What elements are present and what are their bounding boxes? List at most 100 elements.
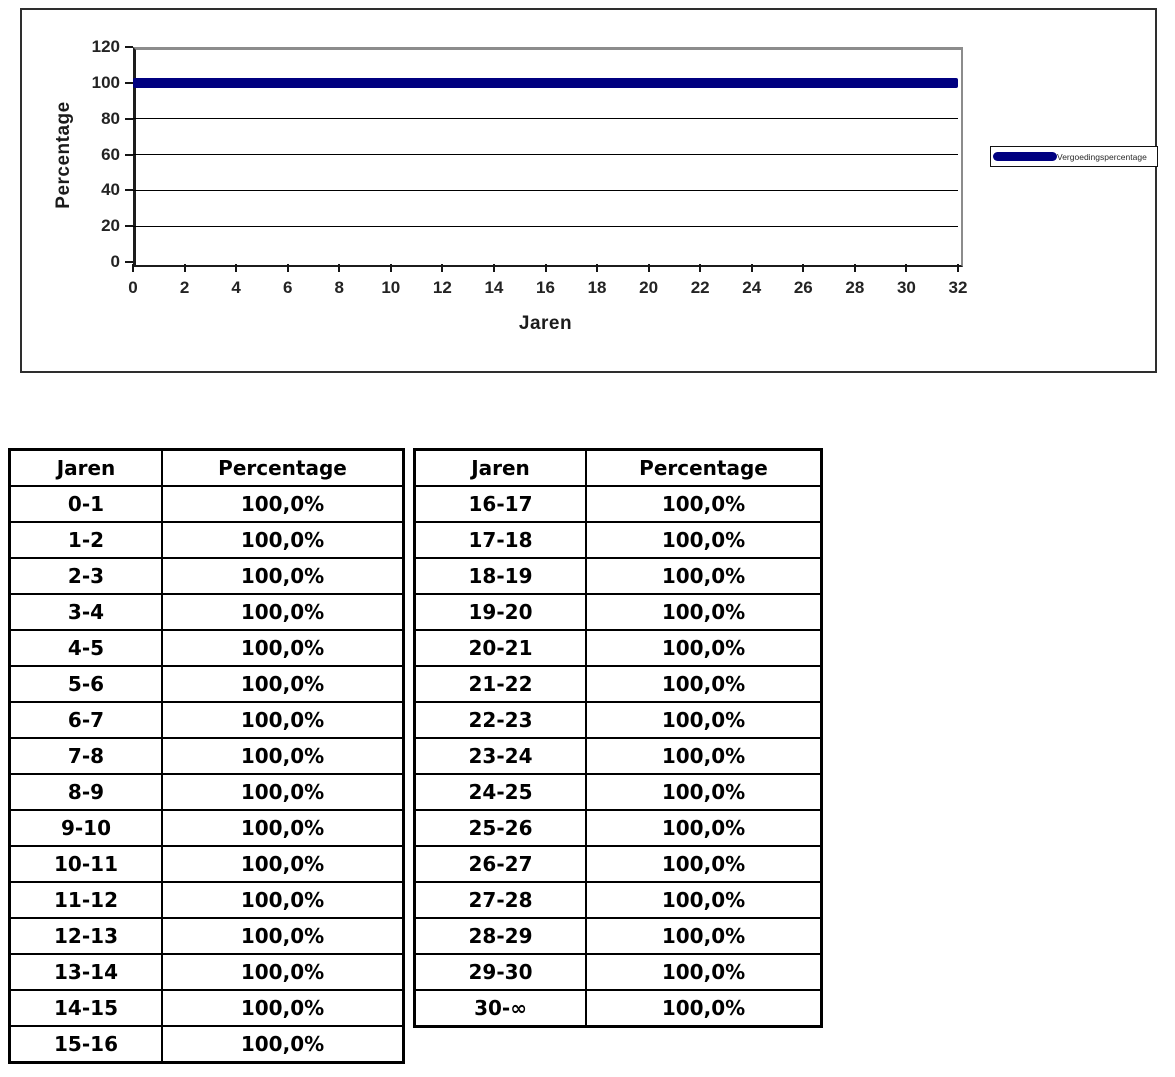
percentage-cell: 100,0% [161,737,405,775]
jaren-cell: 16-17 [413,485,587,523]
jaren-cell: 12-13 [8,917,163,955]
chart: Percentage Jaren Vergoedingspercentage 0… [0,0,1175,400]
table-row: 19-20 100,0% [413,593,823,631]
x-tick [441,264,444,272]
percentage-cell: 100,0% [161,557,405,595]
table-row: 24-25 100,0% [413,773,823,811]
jaren-cell: 30-∞ [413,989,587,1028]
jaren-cell: 2-3 [8,557,163,595]
percentage-cell: 100,0% [585,881,823,919]
jaren-cell: 7-8 [8,737,163,775]
jaren-cell: 6-7 [8,701,163,739]
percentage-cell: 100,0% [161,953,405,991]
table-row: 0-1 100,0% [8,485,405,523]
series-swatch-icon [993,152,1057,161]
y-tick-label: 120 [91,37,120,56]
x-tick-label: 16 [536,278,555,297]
jaren-cell: 8-9 [8,773,163,811]
percentage-cell: 100,0% [161,917,405,955]
y-tick [125,225,133,228]
jaren-cell: 9-10 [8,809,163,847]
jaren-cell: 17-18 [413,521,587,559]
percentage-cell: 100,0% [161,1025,405,1064]
y-tick [125,117,133,120]
table-header-row: Jaren Percentage [413,448,823,487]
y-tick-label: 0 [110,252,120,271]
table-row: 11-12 100,0% [8,881,405,919]
x-tick-label: 0 [128,278,138,297]
jaren-cell: 18-19 [413,557,587,595]
x-tick-label: 20 [639,278,659,297]
percentage-cell: 100,0% [585,845,823,883]
table-row: 16-17 100,0% [413,485,823,523]
column-header: Jaren [8,448,163,487]
x-tick-label: 30 [896,278,916,297]
percentage-cell: 100,0% [585,557,823,595]
series-line [133,77,958,88]
percentage-cell: 100,0% [161,881,405,919]
percentage-cell: 100,0% [161,593,405,631]
x-tick-label: 8 [334,278,344,297]
table-row: 9-10 100,0% [8,809,405,847]
x-axis-title: Jaren [518,313,573,334]
table-row: 10-11 100,0% [8,845,405,883]
table-row: 18-19 100,0% [413,557,823,595]
jaren-cell: 3-4 [8,593,163,631]
x-tick [544,264,547,272]
table-row: 2-3 100,0% [8,557,405,595]
jaren-cell: 25-26 [413,809,587,847]
x-tick [905,264,908,272]
jaren-cell: 22-23 [413,701,587,739]
percentage-cell: 100,0% [585,629,823,667]
x-tick [389,264,392,272]
column-header: Percentage [161,448,405,487]
x-tick [235,264,238,272]
x-tick-label: 26 [793,278,813,297]
table-row: 25-26 100,0% [413,809,823,847]
x-tick [596,264,599,272]
table-row: 1-2 100,0% [8,521,405,559]
percentage-cell: 100,0% [161,701,405,739]
table-row: 28-29 100,0% [413,917,823,955]
x-tick-label: 28 [845,278,865,297]
jaren-cell: 19-20 [413,593,587,631]
percentage-cell: 100,0% [161,989,405,1027]
x-tick [853,264,856,272]
x-tick [183,264,186,272]
y-tick [125,153,133,156]
percentage-cell: 100,0% [585,737,823,775]
y-tick [125,189,133,192]
percentage-cell: 100,0% [585,773,823,811]
table-row: 15-16 100,0% [8,1025,405,1064]
percentage-cell: 100,0% [161,773,405,811]
table-row: 26-27 100,0% [413,845,823,883]
table-row: 12-13 100,0% [8,917,405,955]
y-gridline [133,154,958,155]
x-tick [286,264,289,272]
y-tick-label: 20 [101,216,120,236]
y-tick [125,46,133,48]
y-tick-label: 40 [101,180,120,200]
percentage-cell: 100,0% [161,485,405,523]
jaren-cell: 26-27 [413,845,587,883]
percentage-cell: 100,0% [161,845,405,883]
jaren-cell: 11-12 [8,881,163,919]
x-tick [132,264,134,272]
percentage-cell: 100,0% [585,917,823,955]
percentage-cell: 100,0% [585,593,823,631]
y-tick-label: 80 [101,108,120,128]
table-row: 6-7 100,0% [8,701,405,739]
x-tick [957,264,959,272]
percentage-cell: 100,0% [161,629,405,667]
x-tick-label: 12 [432,278,452,297]
x-tick-label: 2 [179,278,190,297]
percentage-cell: 100,0% [161,665,405,703]
x-tick-label: 18 [587,278,607,297]
percentage-table-right: Jaren Percentage 16-17 100,0% 17-18 100,0% 18-… [413,448,823,1028]
table-row: 30-∞ 100,0% [413,989,823,1028]
column-header: Percentage [585,448,823,487]
percentage-cell: 100,0% [585,809,823,847]
x-tick [699,264,702,272]
percentage-table-left: Jaren Percentage 0-1 100,0% 1-2 100,0% 2-3 100,… [8,448,405,1064]
percentage-cell: 100,0% [161,809,405,847]
